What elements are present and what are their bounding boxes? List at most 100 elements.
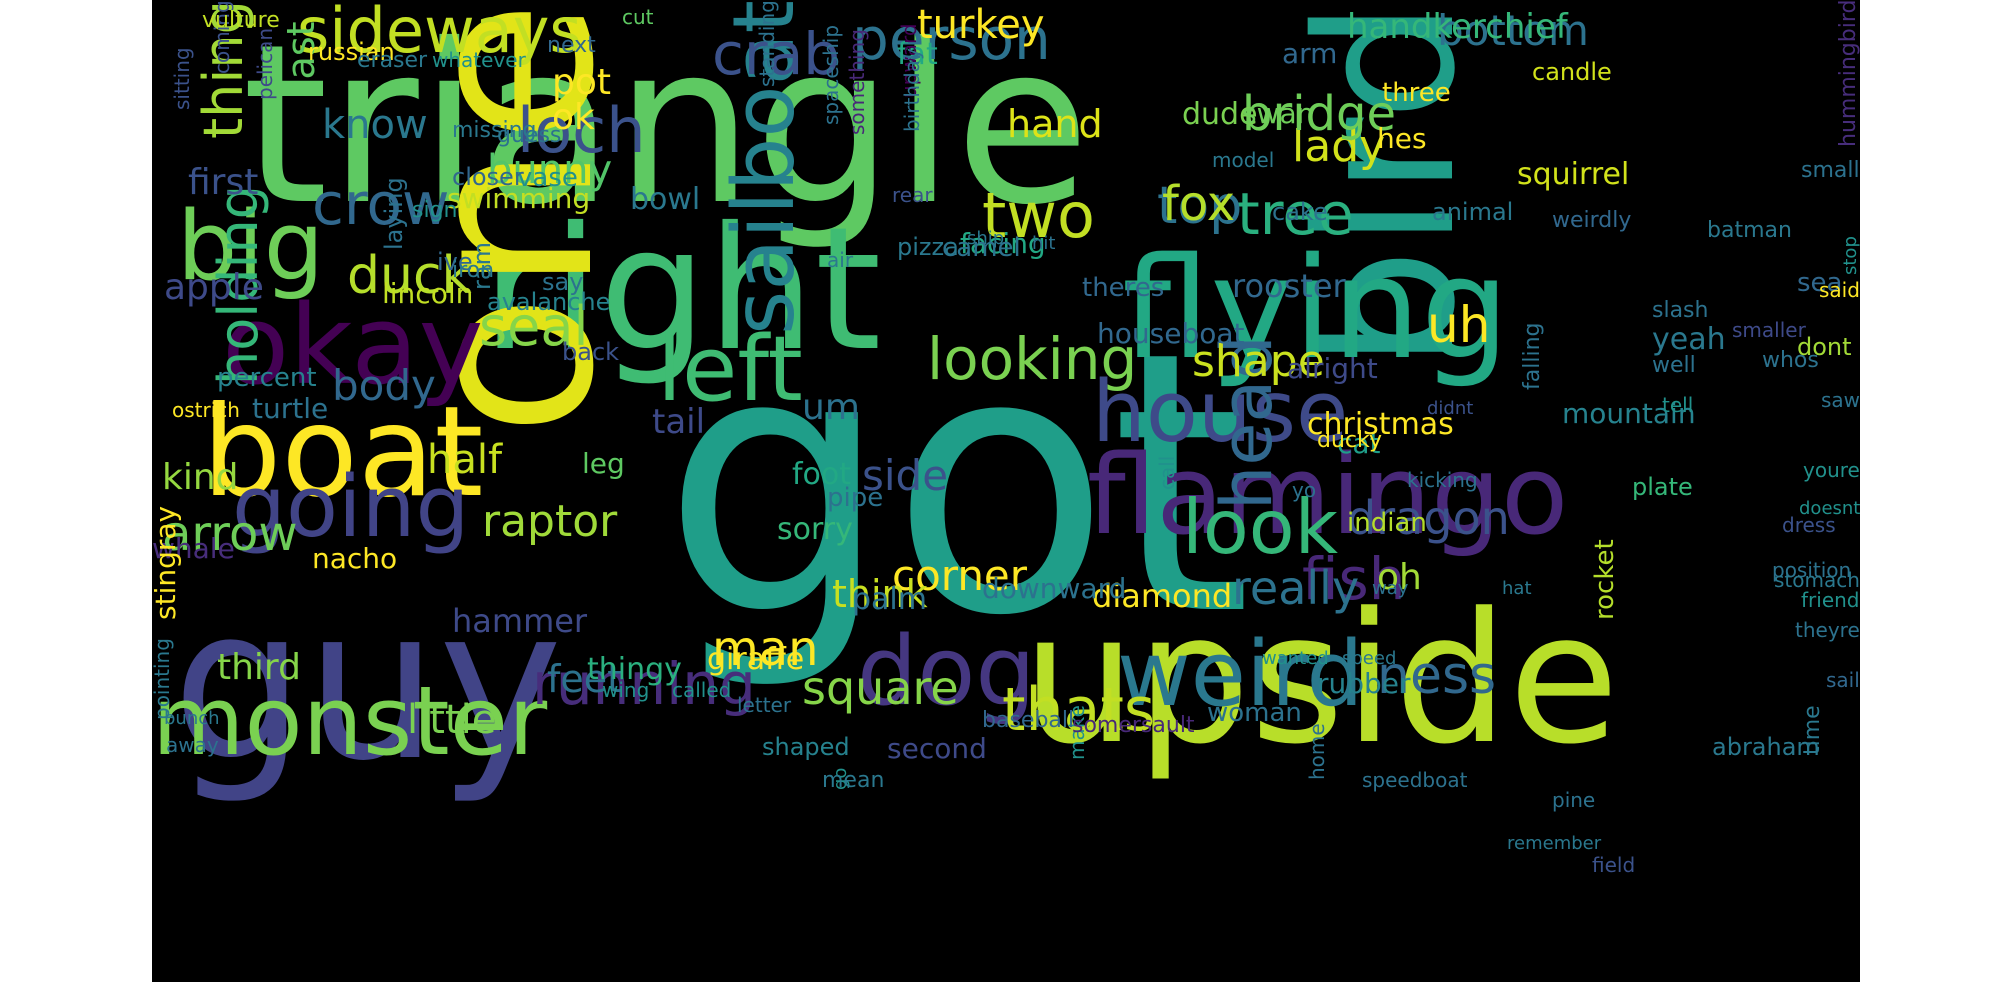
word-iron: iron [452,258,495,283]
word-sitting: sitting [170,47,194,110]
word-theres: theres [1082,273,1165,303]
word-friend: friend [1801,588,1860,612]
word-plate: plate [1632,473,1693,501]
word-fat: fat [897,37,938,72]
word-palm: palm [852,582,927,617]
word-spaceship: spaceship [819,24,843,125]
word-flying: flying [1122,228,1510,391]
word-dog: dog [857,617,1036,727]
word-monster: monster [152,667,548,777]
word-ness: ness [1377,646,1497,706]
word-sideways: sideways [297,0,582,67]
word-left: left [657,317,803,422]
word-rooster: rooster [1232,267,1346,305]
word-cut: cut [622,5,654,29]
word-batman: batman [1707,218,1792,243]
word-looking: looking [927,325,1138,393]
word-call: call [1155,455,1179,490]
word-weird: weird [1117,622,1364,727]
word-something: something [845,29,869,135]
word-doesnt: doesnt [1799,498,1860,519]
word-back: back [562,338,620,366]
word-dragon: dragon [1347,491,1510,545]
word-animal: animal [1432,198,1514,226]
word-hit: hit [1032,233,1056,254]
word-wanted: wanted [1262,648,1329,669]
word-going: going [232,458,470,557]
word-candle: candle [1532,58,1612,86]
word-rocket: rocket [1590,539,1620,620]
word-think: think [832,572,928,616]
word-hat: hat [1502,578,1532,599]
word-fox: fox [1162,176,1236,232]
word-way: way [1372,578,1409,599]
word-stomach: stomach [1774,568,1860,592]
word-okay: okay [222,281,484,409]
word-pine: pine [1552,788,1596,812]
word-duck: duck [347,246,472,306]
word-alright: alright [1287,352,1378,385]
word-model: model [1212,148,1275,172]
word-hammer: hammer [452,602,588,640]
word-closer: closer [452,163,524,191]
word-away: away [166,733,219,757]
word-missing: missing [452,118,537,143]
word-know: know [322,102,428,148]
word-cat: cat [1337,427,1381,460]
word-oh: oh [1377,557,1422,598]
word-avalanche: avalanche [487,288,611,316]
word-time: time [1800,705,1825,755]
word-crow: crow [312,170,450,238]
word-hes: hes [1377,122,1427,155]
word-guy: guy [172,562,563,807]
word-speedboat: speedboat [1362,768,1468,792]
word-whos: whos [1762,348,1819,373]
word-saw: saw [1821,388,1860,412]
word-two: two [982,179,1095,252]
word-apple: apple [164,267,264,308]
word-house: house [1092,363,1349,462]
word-bottom: bottom [1437,6,1589,55]
word-sail: sail [1826,668,1860,692]
word-pot: pot [552,62,611,103]
word-loch: loch [517,94,646,167]
word-position: position [1772,558,1852,582]
word-slash: slash [1652,298,1709,323]
word-sea: sea [1797,268,1843,298]
word-third: third [217,647,301,688]
word-wing: wing [602,678,650,702]
word-lady: lady [1292,121,1386,172]
word-dont: dont [1797,333,1852,361]
word-ducky: ducky [1317,428,1382,453]
word-squirrel: squirrel [1517,157,1630,192]
word-said: said [1819,278,1860,302]
word-vulture: vulture [202,8,280,33]
word-stingray: stingray [152,505,182,620]
word-air: air [827,248,854,272]
word-smaller: smaller [1732,318,1806,342]
word-christmas: christmas [1307,407,1454,442]
word-ive: ive [437,248,473,276]
word-theyre: theyre [1795,618,1860,642]
word-bridge: bridge [1242,86,1397,142]
word-diamond: diamond [1092,577,1233,615]
word-thats: thats [1002,675,1156,745]
word-somersault: somersault [1072,713,1195,738]
word-didnt: didnt [1427,398,1474,419]
word-mean: mean [822,768,885,793]
word-man: man [712,621,819,677]
word-body: body [332,361,436,410]
word-fish: fish [1302,545,1406,613]
word-um: um [802,387,860,428]
word-whale: whale [152,532,235,565]
word-ok: ok [552,97,595,138]
word-say: say [542,268,584,296]
word-speed: speed [1342,648,1397,669]
word-side: side [862,451,949,500]
word-first: first [188,162,259,203]
word-eraser: eraser [357,48,428,73]
word-kicking: kicking [1407,468,1478,492]
word-letter: letter [737,693,792,717]
word-birthday: birthday [900,48,924,132]
word-raptor: raptor [482,496,618,547]
